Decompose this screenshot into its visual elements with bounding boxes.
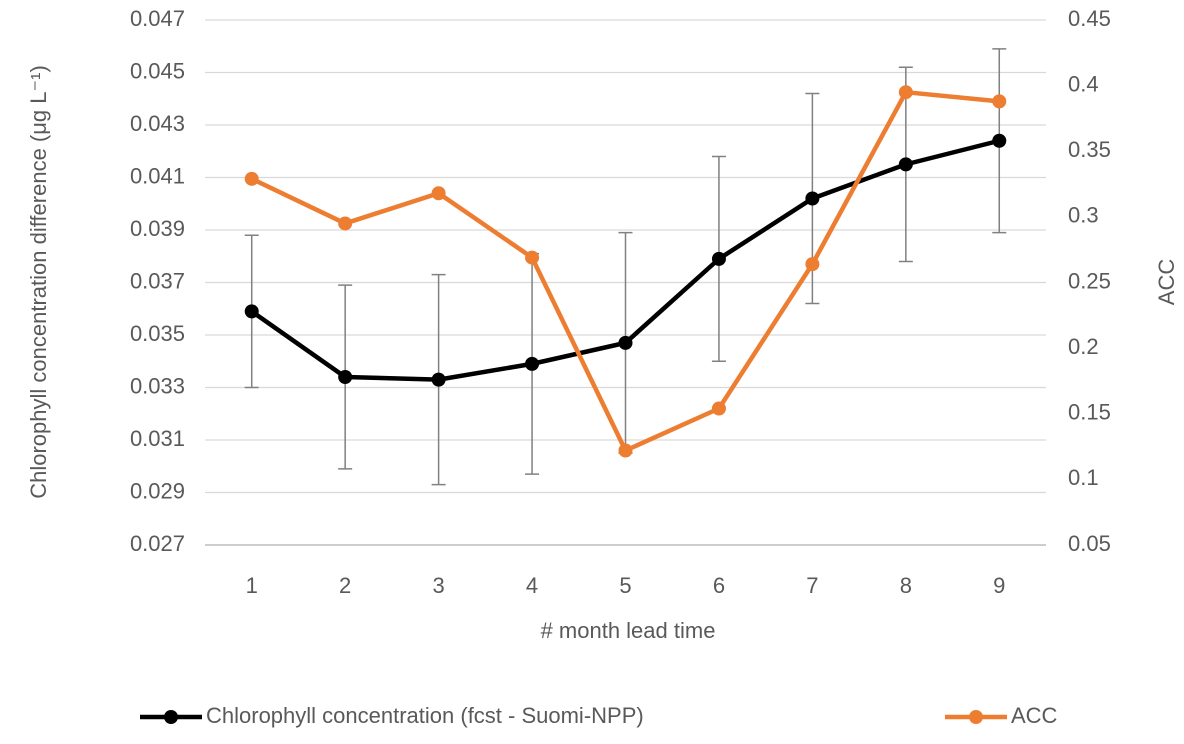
point: [992, 133, 1007, 148]
y-tick-label: 0.031: [130, 426, 185, 451]
x-tick-label: 2: [339, 573, 351, 598]
y-tick-label: 0.047: [130, 6, 185, 31]
y2-tick-label: 0.35: [1068, 137, 1111, 162]
x-tick-label: 7: [806, 573, 818, 598]
legend-marker: [164, 710, 178, 724]
y-tick-label: 0.035: [130, 321, 185, 346]
y-tick-label: 0.037: [130, 268, 185, 293]
y2-tick-label: 0.45: [1068, 6, 1111, 31]
y2-tick-label: 0.3: [1068, 203, 1099, 228]
x-tick-label: 5: [619, 573, 631, 598]
y2-tick-label: 0.2: [1068, 334, 1099, 359]
x-axis-title: # month lead time: [541, 618, 716, 643]
x-tick-label: 4: [526, 573, 538, 598]
point: [711, 401, 726, 416]
y-tick-label: 0.029: [130, 478, 185, 503]
y-axis-title: Chlorophyll concentration difference (μg…: [26, 65, 51, 499]
y2-tick-label: 0.1: [1068, 465, 1099, 490]
point: [898, 157, 913, 172]
y-tick-label: 0.041: [130, 163, 185, 188]
point: [898, 85, 913, 100]
point: [431, 372, 446, 387]
point: [992, 94, 1007, 109]
point: [431, 186, 446, 201]
y2-tick-label: 0.4: [1068, 71, 1099, 96]
x-tick-label: 1: [246, 573, 258, 598]
y2-axis-title: ACC: [1154, 259, 1179, 306]
y2-tick-label: 0.15: [1068, 400, 1111, 425]
x-tick-label: 3: [432, 573, 444, 598]
point: [618, 443, 633, 458]
point: [338, 216, 353, 231]
point: [338, 370, 353, 384]
point: [711, 251, 726, 266]
point: [805, 257, 820, 272]
point: [244, 171, 259, 186]
y-tick-label: 0.039: [130, 216, 185, 241]
point: [618, 335, 633, 350]
y-tick-label: 0.045: [130, 58, 185, 83]
point: [525, 356, 540, 371]
point: [244, 304, 259, 319]
point: [805, 191, 820, 206]
y-tick-label: 0.027: [130, 531, 185, 556]
y-tick-label: 0.043: [130, 111, 185, 136]
y-tick-label: 0.033: [130, 373, 185, 398]
point: [525, 250, 540, 265]
y2-tick-label: 0.25: [1068, 268, 1111, 293]
y2-tick-label: 0.05: [1068, 531, 1111, 556]
legend-marker: [969, 710, 983, 724]
x-tick-label: 8: [900, 573, 912, 598]
x-tick-label: 6: [713, 573, 725, 598]
legend-label: Chlorophyll concentration (fcst - Suomi-…: [206, 703, 644, 728]
legend-label: ACC: [1011, 703, 1058, 728]
x-tick-label: 9: [993, 573, 1005, 598]
